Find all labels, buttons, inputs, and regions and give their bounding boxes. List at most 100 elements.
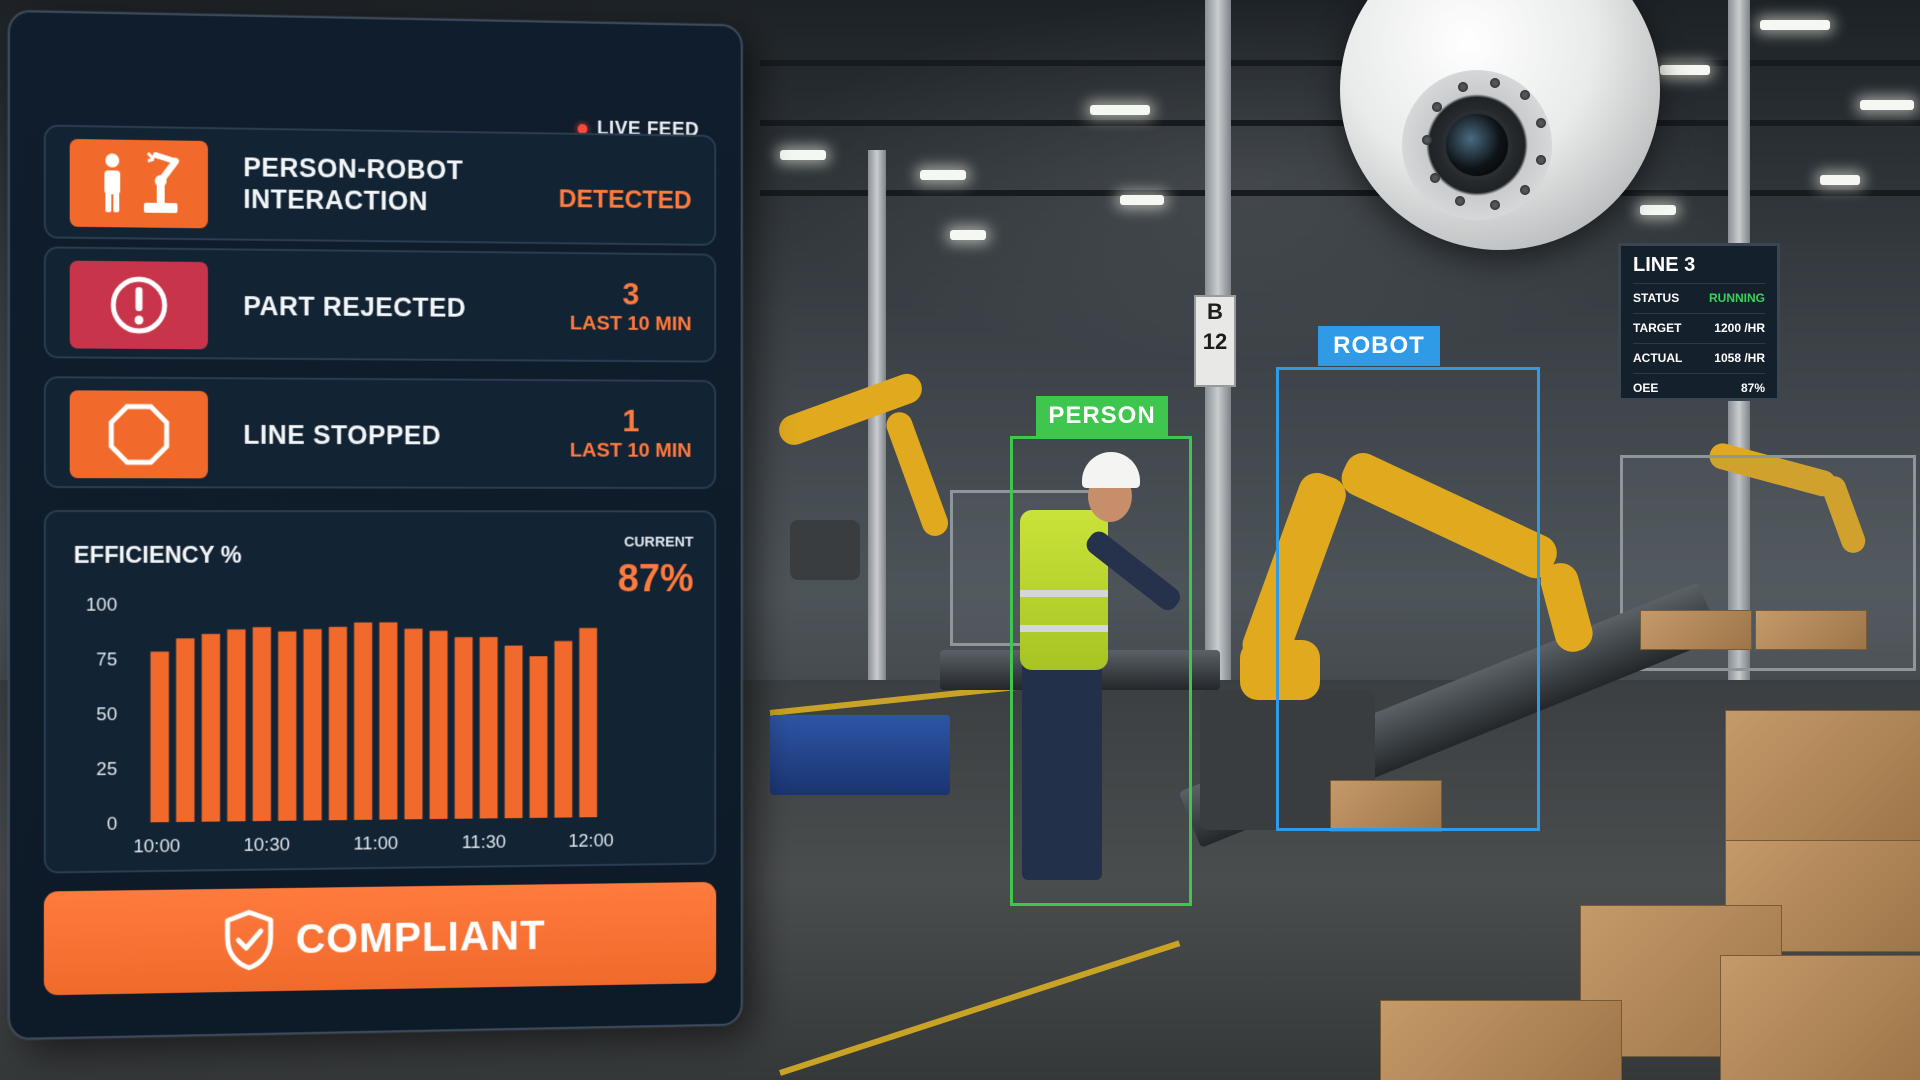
ir-led [1455, 196, 1465, 206]
robot-arm-segment [1537, 559, 1597, 656]
ceiling-light [1760, 20, 1830, 30]
ir-led [1536, 118, 1546, 128]
efficiency-bar-chart: 0 25 50 75 100 10:00 10:30 11:00 11:30 12:00 [56, 590, 705, 861]
compliance-banner[interactable]: COMPLIANT [44, 882, 716, 995]
cardboard-box [1720, 955, 1920, 1080]
rejected-window: LAST 10 MIN [570, 311, 692, 337]
line-sign-row: ACTUAL 1058 /HR [1633, 343, 1765, 373]
ir-led [1490, 78, 1500, 88]
ceiling-light [1820, 175, 1860, 185]
line-sign-row: OEE 87% [1633, 373, 1765, 403]
part-rejected-row[interactable]: PART REJECTED 3 LAST 10 MIN [44, 246, 716, 362]
y-tick-label: 100 [86, 595, 117, 616]
x-tick-label: 10:30 [243, 835, 289, 856]
efficiency-bar[interactable] [202, 634, 220, 822]
aisle-sign: B 12 [1194, 295, 1236, 387]
ceiling-light [1860, 100, 1914, 110]
stop-octagon-icon [70, 390, 208, 478]
ir-led [1458, 82, 1468, 92]
row-label: PART REJECTED [243, 290, 466, 323]
compliance-label: COMPLIANT [296, 912, 546, 963]
y-tick-label: 75 [96, 649, 117, 670]
alert-circle-icon [70, 261, 208, 350]
efficiency-bar[interactable] [455, 637, 473, 819]
rejected-status: 3 LAST 10 MIN [570, 276, 692, 338]
x-tick-label: 10:00 [133, 836, 180, 857]
aisle-number: 12 [1196, 327, 1234, 357]
shield-check-icon [221, 908, 276, 972]
ceiling-light [1120, 195, 1164, 205]
line-sign-value: 1200 /HR [1714, 314, 1765, 343]
robot-detection-box [1276, 367, 1540, 831]
efficiency-title: EFFICIENCY % [74, 542, 242, 570]
line-sign-row: TARGET 1200 /HR [1633, 313, 1765, 343]
efficiency-bar[interactable] [505, 646, 523, 819]
efficiency-bar[interactable] [278, 631, 296, 820]
line-sign-key: ACTUAL [1633, 344, 1682, 373]
line-sign-value: RUNNING [1709, 284, 1765, 313]
cardboard-box [1640, 610, 1752, 650]
stopped-window: LAST 10 MIN [570, 438, 692, 464]
ir-led [1490, 200, 1500, 210]
stopped-count: 1 [570, 403, 692, 439]
efficiency-bar[interactable] [530, 656, 548, 818]
efficiency-bar[interactable] [379, 622, 397, 819]
efficiency-bar[interactable] [227, 629, 245, 821]
robot-detection-label: ROBOT [1318, 326, 1440, 366]
row-label-line2: INTERACTION [243, 183, 463, 217]
efficiency-bar[interactable] [253, 627, 271, 821]
efficiency-bar[interactable] [176, 638, 194, 822]
person-robot-interaction-row[interactable]: PERSON-ROBOT INTERACTION DETECTED [44, 125, 716, 246]
ir-led [1536, 155, 1546, 165]
stopped-status: 1 LAST 10 MIN [570, 403, 692, 464]
current-label: CURRENT [624, 534, 694, 551]
cardboard-box [1380, 1000, 1622, 1080]
efficiency-bar[interactable] [554, 641, 572, 818]
security-camera [1340, 0, 1660, 290]
line-sign-value: 1058 /HR [1714, 344, 1765, 373]
ir-led [1430, 173, 1440, 183]
y-tick-label: 50 [96, 704, 117, 725]
support-column [868, 150, 886, 690]
efficiency-chart-card: EFFICIENCY % CURRENT 87% 0 25 50 75 100 10:00… [44, 510, 716, 873]
person-robot-icon [70, 139, 208, 228]
ir-led [1520, 90, 1530, 100]
parts-bin [770, 715, 950, 795]
x-tick-label: 11:00 [353, 833, 398, 854]
row-label: LINE STOPPED [243, 419, 441, 451]
cardboard-box [1725, 710, 1920, 842]
line-stopped-row[interactable]: LINE STOPPED 1 LAST 10 MIN [44, 376, 716, 489]
camera-lens [1442, 110, 1512, 180]
efficiency-bar[interactable] [303, 629, 321, 820]
y-tick-label: 0 [107, 814, 117, 835]
x-tick-label: 12:00 [568, 831, 613, 852]
efficiency-bar[interactable] [354, 622, 372, 820]
efficiency-bar[interactable] [480, 637, 498, 818]
efficiency-bar[interactable] [430, 631, 448, 819]
efficiency-bar[interactable] [579, 628, 597, 817]
x-tick-label: 11:30 [462, 832, 506, 853]
person-detection-box [1010, 436, 1192, 906]
ceiling-light [920, 170, 966, 180]
row-label-line1: PERSON-ROBOT [243, 151, 463, 186]
cardboard-box [1755, 610, 1867, 650]
robot-base [790, 520, 860, 580]
efficiency-bar[interactable] [329, 627, 347, 820]
ceiling-light [950, 230, 986, 240]
ir-led [1432, 102, 1442, 112]
robot-arm-segment [883, 409, 952, 540]
ir-led [1520, 185, 1530, 195]
row-label: PERSON-ROBOT INTERACTION [243, 151, 463, 217]
y-tick-label: 25 [96, 759, 117, 780]
line-sign-key: OEE [1633, 374, 1658, 403]
interaction-status: DETECTED [558, 183, 691, 215]
ceiling-light [1660, 65, 1710, 75]
line-sign-key: TARGET [1633, 314, 1681, 343]
efficiency-bar[interactable] [150, 652, 168, 823]
safety-dashboard-panel: LIVE FEED PERSON-ROBOT INTERACTION DETEC… [8, 10, 743, 1040]
efficiency-bar[interactable] [404, 629, 422, 820]
rejected-count: 3 [570, 276, 692, 312]
ir-led [1422, 135, 1432, 145]
person-detection-label: PERSON [1036, 396, 1168, 436]
line-sign-value: 87% [1741, 374, 1765, 403]
